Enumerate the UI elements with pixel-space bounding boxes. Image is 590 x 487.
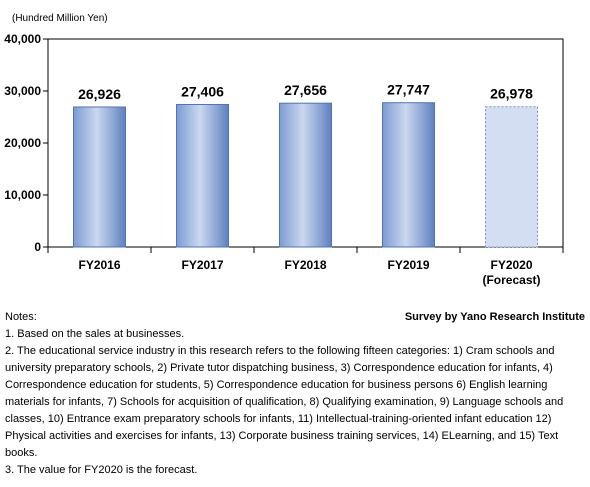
- notes-section: Notes: Survey by Yano Research Institute…: [5, 309, 587, 479]
- notes-header: Notes: Survey by Yano Research Institute: [5, 309, 587, 326]
- x-tick-label: FY2017: [181, 258, 223, 272]
- y-tick-label: 40,000: [4, 32, 41, 46]
- x-tick-label: FY2018: [284, 258, 326, 272]
- note-1: 1. Based on the sales at businesses.: [5, 328, 185, 340]
- data-label: 27,747: [387, 82, 430, 98]
- data-label: 26,926: [78, 86, 121, 102]
- note-2: 2. The educational service industry in t…: [5, 345, 564, 459]
- x-tick-sublabel: (Forecast): [482, 273, 540, 287]
- bar: [176, 103, 229, 248]
- y-tick-label: 0: [34, 240, 41, 254]
- data-label: 26,978: [490, 86, 533, 102]
- x-tick-label: FY2019: [387, 258, 429, 272]
- bar-forecast: [485, 106, 538, 248]
- x-tick-label: FY2020: [490, 258, 532, 272]
- bar: [73, 106, 126, 248]
- y-tick-label: 20,000: [4, 136, 41, 150]
- bar: [382, 102, 435, 248]
- y-tick-label: 10,000: [4, 188, 41, 202]
- unit-label: (Hundred Million Yen): [12, 13, 108, 24]
- note-3: 3. The value for FY2020 is the forecast.: [5, 464, 198, 476]
- data-label: 27,656: [284, 82, 327, 98]
- notes-title: Notes:: [5, 311, 37, 323]
- data-label: 27,406: [181, 83, 224, 99]
- chart: (Hundred Million Yen) 0 10,000 20,000 30,00…: [4, 13, 564, 287]
- y-tick-label: 30,000: [4, 84, 41, 98]
- bar: [279, 102, 332, 248]
- source-credit: Survey by Yano Research Institute: [404, 311, 585, 323]
- x-tick-label: FY2016: [78, 258, 120, 272]
